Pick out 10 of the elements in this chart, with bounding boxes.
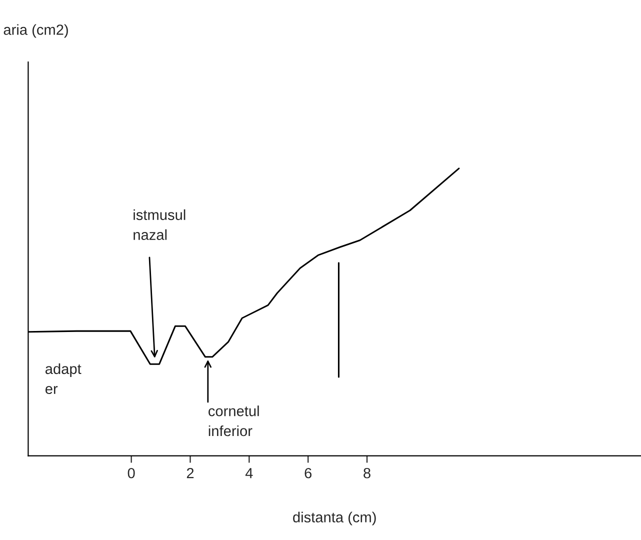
text: aria (cm2) xyxy=(4,24,68,38)
x-axis-title: distanta (cm) xyxy=(293,512,376,526)
x-tick-label: 8 xyxy=(364,468,370,478)
x-tick-label: 2 xyxy=(186,468,194,478)
annotation: adapt er xyxy=(45,363,82,394)
annotation: istmusul nazal xyxy=(134,209,186,240)
annotation: cornetul inferior xyxy=(208,406,259,436)
x-tick-label: 0 xyxy=(128,468,135,478)
x-tick-label: 6 xyxy=(304,468,312,478)
x-tick-label: 4 xyxy=(245,468,253,478)
